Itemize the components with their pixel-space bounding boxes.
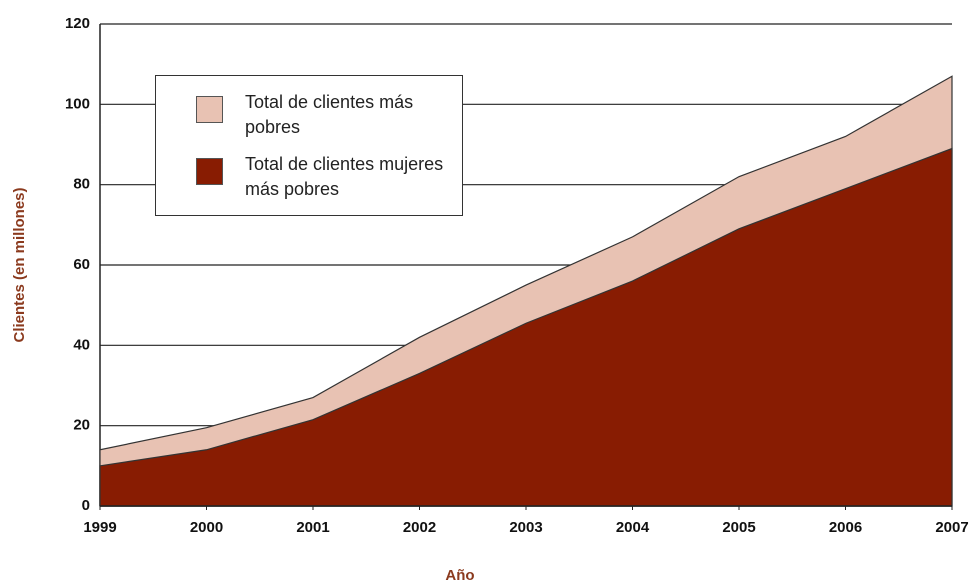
y-tick-label: 80 <box>73 176 90 193</box>
y-tick-label: 20 <box>73 417 90 434</box>
legend-swatch <box>196 158 223 185</box>
x-tick-label: 2005 <box>722 519 755 536</box>
x-tick-label: 1999 <box>83 519 116 536</box>
y-axis-label: Clientes (en millones) <box>11 187 28 342</box>
x-tick-label: 2000 <box>190 519 223 536</box>
legend-item: Total de clientes mujeres más pobres <box>196 152 445 202</box>
area <box>99 147 953 507</box>
y-tick-label: 100 <box>65 95 90 112</box>
y-tick-label: 120 <box>65 15 90 32</box>
x-axis-label: Año <box>445 567 474 584</box>
legend-label: Total de clientes más pobres <box>245 92 414 137</box>
legend-item: Total de clientes más pobres <box>196 90 445 140</box>
legend-label: Total de clientes mujeres más pobres <box>245 154 444 199</box>
y-tick-label: 0 <box>82 497 90 514</box>
x-tick-label: 2002 <box>403 519 436 536</box>
y-tick-label: 60 <box>73 256 90 273</box>
legend: Total de clientes más pobres Total de cli… <box>155 75 463 216</box>
y-tick-label: 40 <box>73 336 90 353</box>
x-tick-label: 2007 <box>935 519 968 536</box>
x-tick-label: 2001 <box>296 519 329 536</box>
legend-swatch <box>196 96 223 123</box>
x-tick-label: 2003 <box>509 519 542 536</box>
x-tick-label: 2004 <box>616 519 650 536</box>
x-tick-label: 2006 <box>829 519 862 536</box>
